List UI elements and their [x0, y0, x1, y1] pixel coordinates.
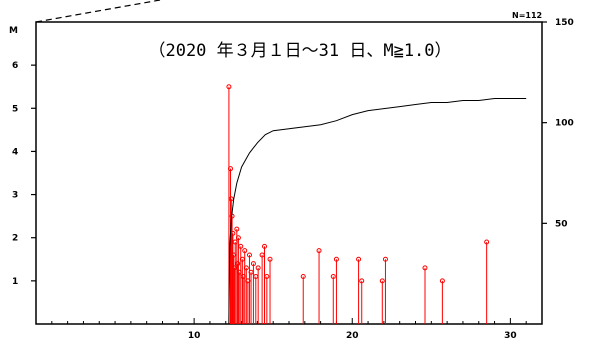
- x-tick-label: 20: [346, 331, 359, 341]
- x-tick-label: 10: [188, 331, 201, 341]
- mt-point: [422, 265, 428, 271]
- mt-point: [235, 235, 241, 241]
- mt-point: [234, 226, 240, 232]
- tick-labels: 1 2 3 4 5 6 50 100 150 10 20 30: [12, 18, 574, 341]
- baseline-dashed: [35, 0, 161, 23]
- right-tick-label: 50: [555, 219, 568, 229]
- left-tick-label: 4: [12, 147, 18, 157]
- mt-point: [330, 274, 336, 280]
- mt-point: [264, 274, 270, 280]
- mt-point: [238, 243, 244, 249]
- mt-point: [439, 278, 445, 284]
- mt-stems: [226, 84, 490, 324]
- mt-point: [243, 265, 249, 271]
- mt-point: [235, 261, 241, 267]
- cumulative-path: [228, 98, 527, 324]
- left-tick-label: 6: [12, 61, 18, 71]
- mt-point: [356, 256, 362, 262]
- mt-point: [316, 248, 322, 254]
- chart-title: （2020 年３月１日～31 日、M≧1.0）: [148, 41, 451, 61]
- mt-point: [382, 256, 388, 262]
- mt-point: [255, 265, 261, 271]
- mt-point: [300, 274, 306, 280]
- right-tick-label: 100: [555, 119, 574, 129]
- left-tick-label: 1: [12, 277, 18, 287]
- left-tick-label: 2: [12, 234, 18, 244]
- x-tick-label: 30: [504, 331, 517, 341]
- left-tick-label: 5: [12, 104, 18, 114]
- mt-point: [261, 243, 267, 249]
- mt-point: [242, 248, 248, 254]
- mt-point: [333, 256, 339, 262]
- tick-marks: [31, 21, 547, 324]
- mt-point: [379, 278, 385, 284]
- mt-point: [246, 252, 252, 258]
- mt-point: [227, 166, 233, 172]
- mt-point: [250, 261, 256, 267]
- mt-point: [226, 84, 232, 90]
- mt-point: [484, 239, 490, 245]
- left-axis-label: M: [9, 26, 18, 36]
- plot-frame: [35, 21, 543, 325]
- count-label: N=112: [512, 11, 542, 20]
- mt-point: [267, 256, 273, 262]
- right-tick-label: 150: [555, 18, 574, 28]
- mt-point: [359, 278, 365, 284]
- left-tick-label: 3: [12, 191, 18, 201]
- cumulative-line: [228, 98, 527, 324]
